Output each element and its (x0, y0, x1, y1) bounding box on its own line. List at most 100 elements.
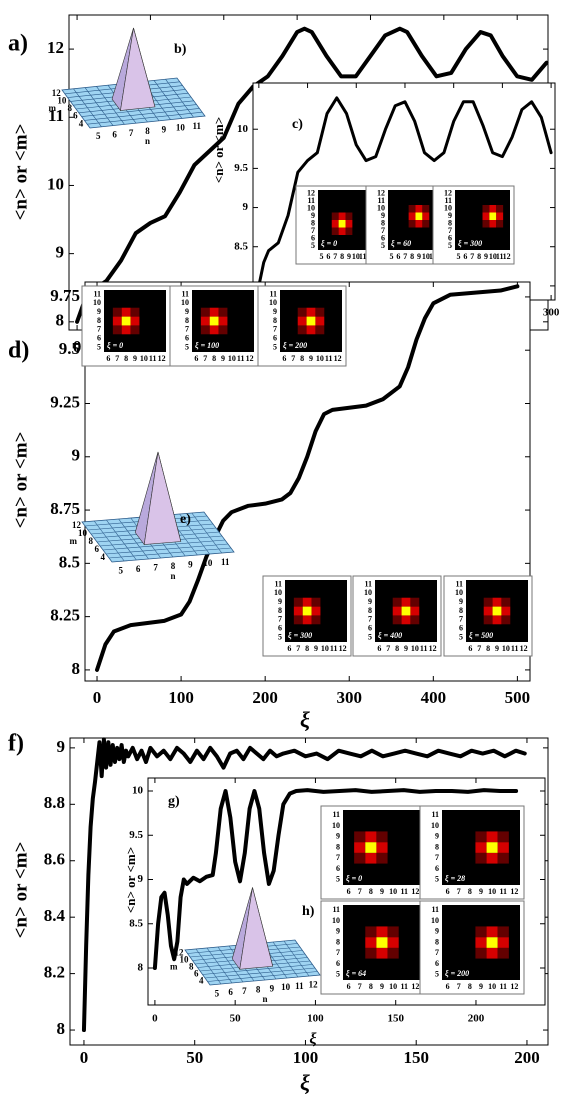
heatmap-x-tick-label: 5 (319, 252, 323, 261)
heatmap-y-tick-label: 10 (377, 204, 385, 213)
heatmap-x-tick-label: 9 (479, 887, 483, 896)
heatmap-y-tick-label: 5 (336, 874, 340, 883)
heatmap-cell (475, 926, 487, 938)
heatmap-cell (482, 205, 490, 213)
heatmap-y-tick-label: 7 (368, 615, 372, 624)
heatmap-cell (200, 307, 210, 317)
heatmap-cell (376, 926, 388, 938)
heatmap-x-tick-label: 6 (282, 354, 286, 363)
heatmap-cell (315, 325, 325, 335)
heatmap-x-tick-label: 8 (300, 354, 304, 363)
heatmap-y-tick-label: 9 (368, 597, 372, 606)
heatmap-cell (130, 325, 140, 335)
x-axis-label: ξ (300, 707, 310, 732)
heatmap-y-tick-label: 8 (459, 606, 463, 615)
x-tick-label: 400 (421, 688, 447, 707)
heatmap-x-tick-label: 12 (411, 887, 419, 896)
surface-y-tick-label: 8 (189, 962, 194, 972)
heatmap-y-tick-label: 10 (307, 204, 315, 213)
heatmap-peak (415, 212, 423, 220)
y-axis-label: <n> or <m> (10, 432, 31, 529)
heatmap-cell (130, 316, 140, 326)
heatmap-cell (365, 852, 377, 864)
surface-x-tick-label: 10 (281, 982, 291, 992)
heatmap-x-tick-label: 12 (334, 354, 342, 363)
heatmap-cell (410, 606, 420, 616)
data-line (81, 737, 527, 1033)
heatmap-x-tick-label: 11 (496, 252, 504, 261)
heatmap-cell (422, 220, 430, 228)
heatmap-peak (486, 842, 498, 853)
heatmap-y-tick-label: 12 (444, 189, 452, 198)
heatmap-cell (338, 227, 346, 235)
heatmap-y-tick-label: 10 (269, 298, 277, 307)
surface-panel-label: h) (302, 904, 315, 919)
heatmap-cell (475, 831, 487, 843)
panel-label: c) (292, 117, 303, 132)
surface-x-tick-label: 7 (129, 128, 134, 138)
heatmap-x-tick-label: 6 (468, 644, 472, 653)
x-tick-label: 100 (307, 1013, 324, 1025)
heatmap-cell (482, 212, 490, 220)
heatmap-y-tick-label: 9 (381, 211, 385, 220)
heatmap-x-tick-label: 8 (212, 354, 216, 363)
heatmap-y-tick-label: 9 (311, 211, 315, 220)
heatmap-cell (387, 937, 399, 948)
x-tick-label: 50 (186, 1048, 203, 1067)
heatmap-y-tick-label: 7 (459, 615, 463, 624)
panel-label: g) (168, 794, 180, 809)
heatmap-y-tick-label: 7 (273, 325, 277, 334)
surface-grid (191, 512, 223, 554)
x-tick-label: 0 (73, 337, 82, 356)
x-tick-label: 200 (252, 688, 278, 707)
heatmap-cell (376, 842, 388, 853)
surface-y-tick-label: 6 (95, 544, 100, 554)
heatmap-y-tick-label: 5 (273, 342, 277, 351)
heatmap-x-tick-label: 9 (417, 252, 421, 261)
heatmap-x-tick-label: 10 (140, 354, 148, 363)
x-tick-label: 200 (468, 1013, 485, 1025)
heatmap-y-tick-label: 6 (336, 864, 340, 873)
heatmap-x-tick-label: 6 (396, 252, 400, 261)
heatmap-y-tick-label: 8 (368, 606, 372, 615)
heatmap-x-tick-label: 10 (488, 982, 496, 991)
heatmap-y-tick-label: 11 (444, 196, 452, 205)
heatmap-x-tick-label: 8 (340, 252, 344, 261)
heatmap-x-tick-label: 6 (194, 354, 198, 363)
surface-x-tick-label: 6 (136, 564, 141, 574)
heatmap-cell (410, 597, 420, 607)
y-tick-label: 8 (57, 1019, 66, 1038)
heatmap-cell (497, 926, 509, 938)
heatmap-y-tick-label: 11 (431, 905, 439, 914)
y-tick-label: 8 (72, 659, 81, 678)
heatmap-cell (315, 307, 325, 317)
surface-y-tick-label: 6 (73, 111, 78, 121)
heatmap-x-tick-label: 9 (314, 644, 318, 653)
heatmap-cell (486, 926, 498, 938)
heatmap-y-tick-label: 7 (448, 226, 452, 235)
heatmap-x-tick-label: 7 (457, 887, 461, 896)
y-tick-label: 9.5 (59, 339, 80, 358)
surface-y-tick-label: 12 (175, 948, 185, 958)
surface-y-label: m (49, 103, 57, 113)
data-line (95, 284, 520, 672)
heatmap-x-tick-label: 7 (291, 354, 295, 363)
heatmap-label: ξ = 60 (391, 239, 411, 248)
heatmap-x-tick-label: 5 (456, 252, 460, 261)
x-tick-label: 500 (505, 688, 531, 707)
surface-x-label: n (262, 994, 267, 1004)
heatmap-y-tick-label: 6 (448, 234, 452, 243)
heatmap-peak (365, 842, 377, 853)
heatmap-label: ξ = 28 (445, 874, 465, 883)
heatmap-cell (501, 606, 511, 616)
heatmap-x-tick-label: 8 (305, 644, 309, 653)
heatmap-cell (483, 606, 493, 616)
heatmap-y-tick-label: 6 (435, 959, 439, 968)
surface-y-tick-label: 8 (68, 103, 73, 113)
heatmap-x-tick-label: 11 (401, 982, 409, 991)
surface-y-tick-label: 10 (78, 528, 88, 538)
heatmap-cell (475, 842, 487, 853)
surface-x-tick-label: 12 (309, 980, 319, 990)
surface-x-tick-label: 8 (171, 561, 176, 571)
y-tick-label: 9.75 (50, 286, 80, 305)
